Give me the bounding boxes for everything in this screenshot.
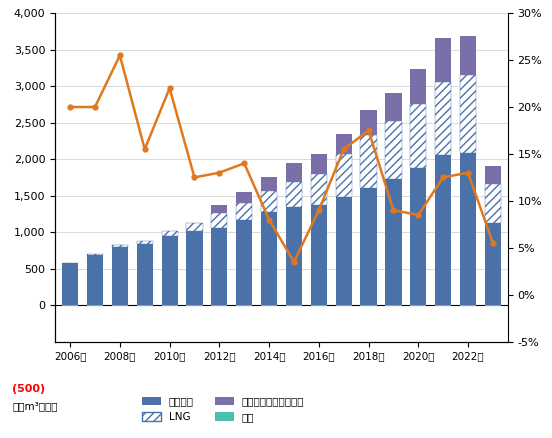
Bar (236, 203, 252, 220)
Bar (410, 69, 426, 104)
Bar (261, 191, 277, 212)
Bar (62, 263, 78, 305)
Bar (485, 305, 501, 306)
Bar (336, 197, 352, 305)
Text: (500): (500) (12, 385, 45, 394)
Bar (336, 134, 352, 154)
Bar (360, 187, 376, 305)
Legend: 国産ガス, LNG, 輸入パイプラインガス, 輸出: 国産ガス, LNG, 輸入パイプラインガス, 輸出 (142, 397, 304, 422)
Bar (360, 305, 376, 306)
Bar (311, 205, 327, 305)
Bar (211, 228, 227, 305)
Bar (410, 168, 426, 305)
Bar (162, 236, 178, 305)
Bar (460, 152, 476, 305)
Bar (286, 182, 302, 207)
Bar (311, 305, 327, 306)
Bar (236, 305, 252, 306)
Bar (261, 177, 277, 191)
Text: （億m³／年）: （億m³／年） (12, 401, 58, 411)
Bar (87, 305, 103, 306)
Bar (435, 155, 452, 305)
Bar (62, 305, 78, 306)
Bar (286, 163, 302, 182)
Bar (236, 192, 252, 203)
Bar (360, 110, 376, 135)
Bar (410, 104, 426, 168)
Bar (162, 231, 178, 236)
Bar (311, 174, 327, 205)
Bar (187, 231, 203, 305)
Bar (460, 75, 476, 152)
Bar (435, 82, 452, 155)
Bar (485, 184, 501, 223)
Bar (311, 154, 327, 174)
Bar (286, 207, 302, 305)
Bar (485, 223, 501, 305)
Bar (87, 254, 103, 255)
Bar (336, 305, 352, 306)
Bar (435, 38, 452, 82)
Bar (137, 305, 153, 306)
Bar (385, 179, 401, 305)
Bar (286, 305, 302, 306)
Bar (112, 247, 128, 305)
Bar (261, 305, 277, 306)
Bar (236, 220, 252, 305)
Bar (261, 212, 277, 305)
Bar (460, 305, 476, 306)
Bar (435, 305, 452, 306)
Bar (87, 255, 103, 305)
Bar (211, 213, 227, 228)
Bar (162, 305, 178, 306)
Bar (385, 121, 401, 179)
Bar (485, 166, 501, 184)
Bar (211, 205, 227, 213)
Bar (410, 305, 426, 306)
Bar (137, 244, 153, 305)
Bar (336, 154, 352, 197)
Bar (187, 305, 203, 306)
Bar (385, 93, 401, 121)
Bar (360, 135, 376, 187)
Bar (112, 245, 128, 247)
Bar (137, 241, 153, 244)
Bar (187, 223, 203, 231)
Bar (112, 305, 128, 306)
Bar (460, 36, 476, 75)
Bar (211, 305, 227, 306)
Bar (385, 305, 401, 306)
